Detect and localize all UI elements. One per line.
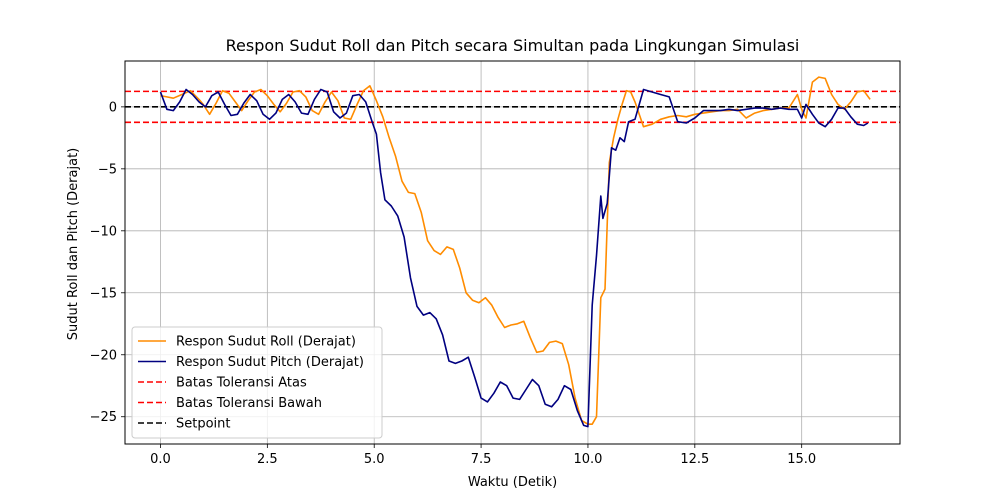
legend-label: Respon Sudut Roll (Derajat) <box>176 335 356 350</box>
x-tick-label: 12.5 <box>680 452 709 467</box>
x-tick-label: 0.0 <box>150 452 171 467</box>
legend-items: Respon Sudut Roll (Derajat) Respon Sudut … <box>138 335 364 432</box>
x-axis-title: Waktu (Detik) <box>468 475 557 490</box>
y-axis-title: Sudut Roll dan Pitch (Derajat) <box>66 148 81 340</box>
legend-label: Setpoint <box>176 417 231 432</box>
legend-label: Respon Sudut Pitch (Derajat) <box>176 355 364 370</box>
y-tick-label: 0 <box>109 100 117 115</box>
x-tick-label: 5.0 <box>364 452 385 467</box>
legend-box <box>131 326 383 439</box>
series-lines <box>159 76 871 428</box>
series-line-respon-sudut-pitch-derajat <box>159 88 869 428</box>
y-tick-label: −10 <box>90 224 117 239</box>
x-tick-label: 7.5 <box>471 452 492 467</box>
y-tick-label: −15 <box>90 286 117 301</box>
y-tick-label: −25 <box>90 410 117 425</box>
x-tick-label: 10.0 <box>573 452 602 467</box>
x-tick-label: 15.0 <box>787 452 816 467</box>
x-tick-label: 2.5 <box>257 452 278 467</box>
y-tick-label: −5 <box>98 162 117 177</box>
legend-label: Batas Toleransi Bawah <box>176 396 322 411</box>
legend: Respon Sudut Roll (Derajat) Respon Sudut … <box>131 326 383 439</box>
axis-ticks: 0.0 2.5 5.0 7.5 10.0 12.5 15.0 0 −5 −10 −15 −20 −25 <box>90 100 817 467</box>
series-line-respon-sudut-roll-derajat <box>160 76 871 426</box>
legend-label: Batas Toleransi Atas <box>176 376 307 391</box>
chart-title: Respon Sudut Roll dan Pitch secara Simul… <box>226 36 800 55</box>
plot-area-frame <box>124 60 901 445</box>
y-tick-label: −20 <box>90 348 117 363</box>
